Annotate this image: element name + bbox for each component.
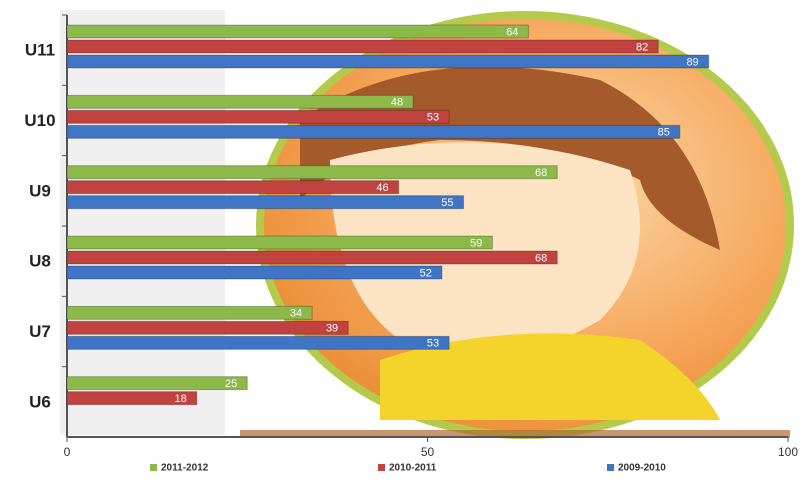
value-label: 39 [326,323,338,335]
value-label: 55 [441,197,453,209]
value-label: 48 [391,97,403,109]
value-label: 85 [658,127,670,139]
value-label: 46 [376,182,388,194]
value-label: 18 [175,393,187,405]
bar [67,125,680,138]
value-label: 59 [470,237,482,249]
legend-marker [150,464,157,471]
legend-marker [607,464,614,471]
y-tick-label: U9 [29,181,51,200]
bar [67,266,442,279]
y-tick-label: U6 [29,392,51,411]
value-label: 82 [636,41,648,53]
bar [67,336,449,349]
bar [67,40,658,53]
value-label: 53 [427,338,439,350]
bar [67,55,709,68]
bar [67,181,399,194]
y-tick-label: U7 [29,322,51,341]
y-tick-label: U11 [25,41,55,60]
bar [67,25,528,38]
bar [67,196,464,209]
bar [67,321,348,334]
y-tick-label: U10 [24,111,55,130]
x-tick-label: 100 [778,445,798,459]
legend-marker [378,464,385,471]
x-tick-label: 50 [421,445,435,459]
bar [67,377,247,390]
value-label: 52 [420,267,432,279]
bar [67,251,557,264]
legend-label: 2010-2011 [389,463,437,474]
value-label: 68 [535,252,547,264]
bar [67,236,492,249]
value-label: 25 [225,378,237,390]
bar [67,166,557,179]
bar [67,95,413,108]
x-tick-label: 0 [64,445,71,459]
bar [67,306,312,319]
legend-label: 2009-2010 [618,463,666,474]
chart: 0 50 100 U11 64 82 89 U10 48 53 85 U9 68 46 55 U8 59 68 52… [0,0,805,488]
value-label: 53 [427,112,439,124]
legend-label: 2011-2012 [161,463,209,474]
y-tick-label: U8 [29,252,51,271]
bar [67,110,449,123]
value-label: 89 [686,56,698,68]
value-label: 34 [290,308,302,320]
value-label: 64 [506,26,518,38]
value-label: 68 [535,167,547,179]
